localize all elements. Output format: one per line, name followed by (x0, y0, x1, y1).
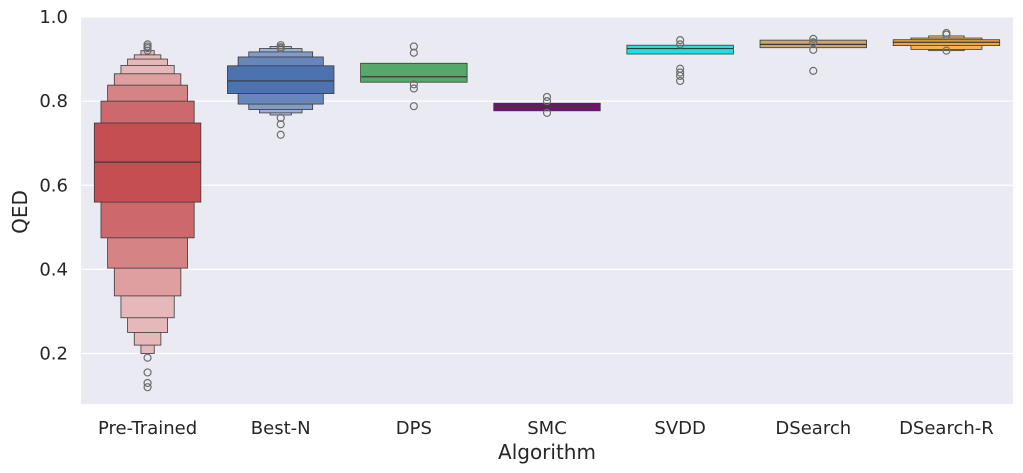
outlier-point (809, 38, 818, 47)
series-group (360, 42, 468, 111)
outlier-point (143, 383, 152, 392)
outlier-point (409, 42, 418, 51)
outlier-point (276, 130, 285, 139)
outlier-point (942, 28, 951, 38)
x-tick-label: DSearch-R (899, 418, 994, 439)
y-tick-label: 0.2 (39, 344, 68, 365)
plot-background (81, 17, 1013, 404)
outlier-point (143, 368, 152, 377)
outlier-point (542, 92, 552, 102)
outlier-point (143, 378, 152, 388)
y-axis-ticks: 0.2 0.4 0.6 0.8 1.0 (39, 7, 68, 365)
outlier-point (676, 76, 685, 86)
y-tick-label: 0.4 (39, 259, 68, 280)
outlier-point (676, 40, 685, 49)
x-tick-label: SMC (527, 418, 567, 439)
x-tick-label: DPS (396, 418, 432, 439)
outlier-point (676, 64, 685, 73)
outlier-point (676, 68, 685, 77)
outlier-point (542, 97, 552, 106)
series-group (93, 40, 202, 392)
series-group (493, 92, 601, 118)
plot-marks (93, 28, 1001, 392)
series-group (759, 34, 867, 75)
box-level (227, 65, 335, 94)
x-tick-label: SVDD (654, 418, 705, 439)
outlier-point (942, 46, 951, 55)
box-level (360, 62, 468, 83)
y-tick-label: 0.6 (39, 175, 68, 196)
outlier-point (409, 80, 418, 89)
outlier-point (676, 36, 685, 45)
outlier-point (409, 84, 418, 93)
x-tick-label: Best-N (251, 418, 311, 439)
x-axis-label: Algorithm (498, 440, 596, 464)
x-tick-label: DSearch (775, 418, 851, 439)
outlier-point (809, 34, 818, 43)
outlier-point (276, 41, 285, 50)
series-group (626, 36, 734, 86)
outlier-point (409, 48, 418, 57)
outlier-point (143, 40, 152, 49)
outlier-point (809, 66, 818, 75)
y-tick-label: 1.0 (39, 7, 68, 28)
outlier-point (276, 113, 285, 123)
outlier-point (143, 353, 152, 362)
x-tick-label: Pre-Trained (98, 418, 197, 439)
grid (81, 16, 1013, 355)
outlier-point (542, 108, 552, 118)
series-group (227, 41, 335, 139)
y-axis-label: QED (8, 190, 32, 234)
outlier-point (143, 46, 152, 55)
box-level (626, 44, 734, 55)
y-tick-label: 0.8 (39, 91, 68, 112)
outlier-point (409, 102, 418, 111)
outlier-point (276, 120, 285, 129)
series-group (892, 28, 1001, 55)
x-axis-ticks: Pre-Trained Best-N DPS SMC SVDD DSearch DSearc… (98, 418, 994, 439)
